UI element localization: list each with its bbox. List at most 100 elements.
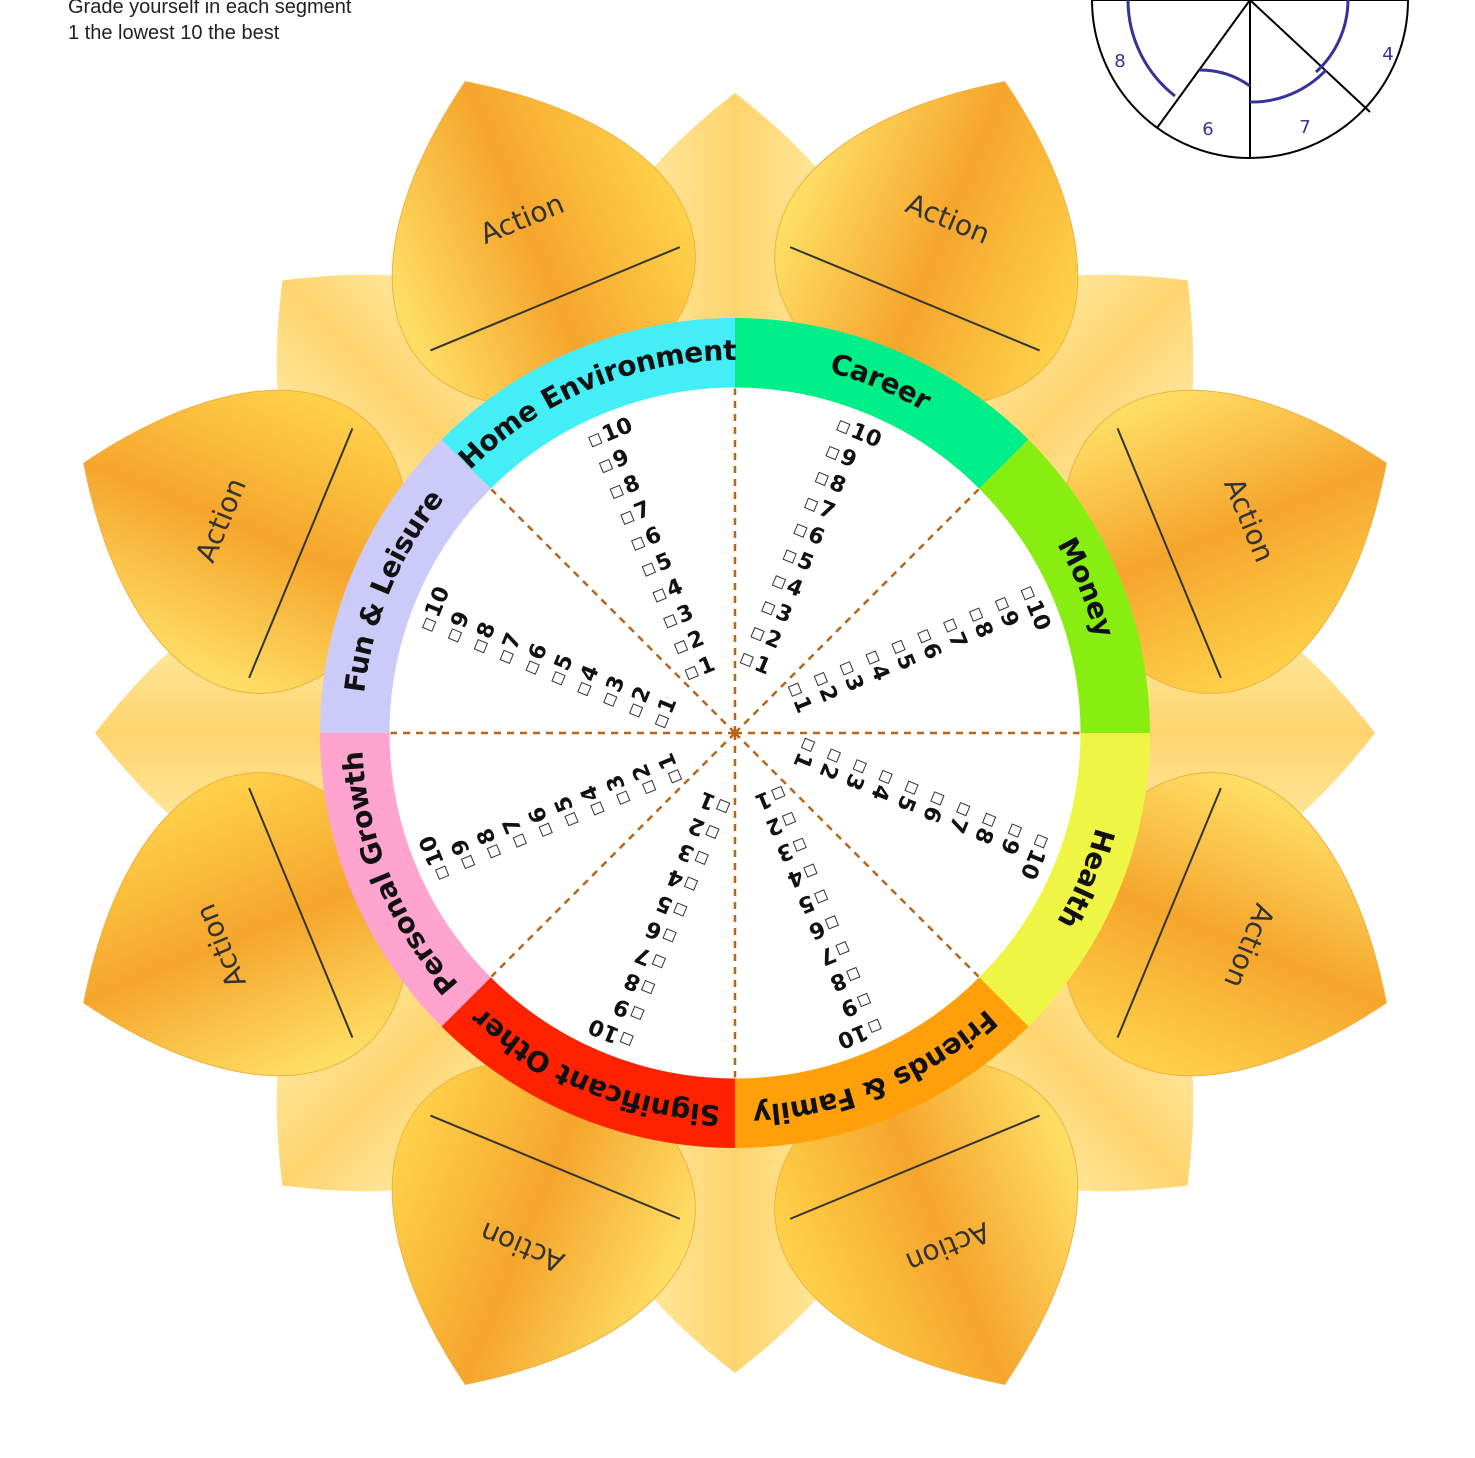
checkbox — [462, 855, 475, 868]
scale-number: 5 — [794, 889, 818, 918]
checkbox — [436, 866, 449, 879]
checkbox — [513, 834, 526, 847]
scale-number: 9 — [837, 992, 861, 1021]
scale-number: 2 — [628, 683, 657, 707]
scale-number: 6 — [642, 522, 666, 551]
checkbox — [610, 485, 623, 498]
checkbox — [487, 845, 500, 858]
checkbox — [684, 877, 697, 890]
checkbox — [526, 661, 539, 674]
scale-number: 10 — [1020, 597, 1055, 635]
scale-number: 2 — [628, 760, 657, 784]
scale-item: 10 — [1015, 584, 1055, 635]
checkbox — [983, 813, 996, 826]
scale-number: 3 — [674, 837, 698, 866]
checkbox — [740, 653, 753, 666]
checkbox — [695, 851, 708, 864]
checkbox — [762, 602, 775, 615]
example-label: 8 — [1114, 51, 1125, 72]
checkbox — [578, 682, 591, 695]
checkbox — [1008, 824, 1021, 837]
checkbox — [772, 786, 785, 799]
scale-number: 5 — [891, 791, 920, 815]
checkbox — [995, 597, 1008, 610]
checkbox — [668, 770, 681, 783]
scale-item: 1 — [751, 780, 788, 814]
checkbox — [868, 1019, 881, 1032]
scale-number: 5 — [550, 792, 579, 816]
scale-number: 3 — [773, 837, 797, 866]
scale-number: 8 — [620, 471, 644, 500]
scale-number: 4 — [865, 781, 894, 805]
scale-number: 5 — [550, 651, 579, 675]
checkbox — [815, 472, 828, 485]
checkbox — [804, 864, 817, 877]
scale-number: 4 — [783, 574, 807, 603]
checkbox — [685, 666, 698, 679]
checkbox — [664, 615, 677, 628]
scale-item: 1 — [782, 680, 816, 717]
example-label: 6 — [1202, 119, 1213, 140]
scale-number: 9 — [994, 607, 1023, 631]
scale-number: 8 — [968, 618, 997, 642]
checkbox — [642, 563, 655, 576]
scale-number: 4 — [865, 661, 894, 685]
scale-number: 10 — [833, 1018, 871, 1053]
checkbox — [1021, 587, 1034, 600]
checkbox — [853, 760, 866, 773]
scale-number: 9 — [610, 993, 634, 1022]
checkbox — [474, 640, 487, 653]
scale-number: 3 — [602, 771, 631, 795]
checkbox — [632, 537, 645, 550]
scale-number: 3 — [674, 600, 698, 629]
scale-number: 4 — [576, 781, 605, 805]
checkbox — [663, 929, 676, 942]
scale-number: 9 — [995, 834, 1024, 858]
scale-number: 1 — [751, 651, 775, 680]
scale-number: 6 — [804, 522, 828, 551]
scale-item: 10 — [415, 583, 455, 634]
page: ActionActionActionActionActionActionActi… — [0, 0, 1475, 1458]
scale-number: 1 — [653, 694, 682, 718]
checkbox — [655, 715, 668, 728]
checkbox — [591, 802, 604, 815]
scale-number: 1 — [788, 749, 817, 773]
checkbox — [674, 903, 687, 916]
scale-number: 5 — [793, 548, 817, 577]
checkbox — [857, 993, 870, 1006]
scale-number: 3 — [839, 770, 868, 794]
scale-number: 9 — [609, 445, 633, 474]
scale-number: 7 — [943, 813, 972, 837]
scale-number: 2 — [761, 626, 785, 655]
checkbox — [793, 838, 806, 851]
example-label: 4 — [1382, 44, 1393, 65]
checkbox — [653, 589, 666, 602]
scale-number: 9 — [836, 444, 860, 473]
checkbox — [589, 434, 602, 447]
checkbox — [500, 650, 513, 663]
scale-number: 6 — [917, 802, 946, 826]
checkbox — [630, 704, 643, 717]
checkbox — [772, 576, 785, 589]
scale-number: 4 — [664, 863, 688, 892]
checkbox — [617, 791, 630, 804]
instruction: Grade yourself in each segment — [68, 0, 352, 19]
scale-number: 7 — [631, 496, 655, 525]
checkbox — [836, 942, 849, 955]
scale-number: 10 — [599, 413, 637, 448]
scale-number: 6 — [524, 803, 553, 827]
scale-number: 5 — [891, 650, 920, 674]
scale-number: 8 — [621, 967, 645, 996]
scale-number: 9 — [446, 608, 475, 632]
scale-number: 8 — [969, 824, 998, 848]
scale-number: 5 — [652, 548, 676, 577]
checkbox — [674, 641, 687, 654]
scale-number: 7 — [498, 629, 527, 653]
checkbox — [794, 524, 807, 537]
scale-number: 3 — [772, 600, 796, 629]
checkbox — [448, 629, 461, 642]
scale-number: 2 — [684, 626, 708, 655]
checkbox — [751, 628, 764, 641]
scale-number: 8 — [473, 824, 502, 848]
checkbox — [539, 823, 552, 836]
